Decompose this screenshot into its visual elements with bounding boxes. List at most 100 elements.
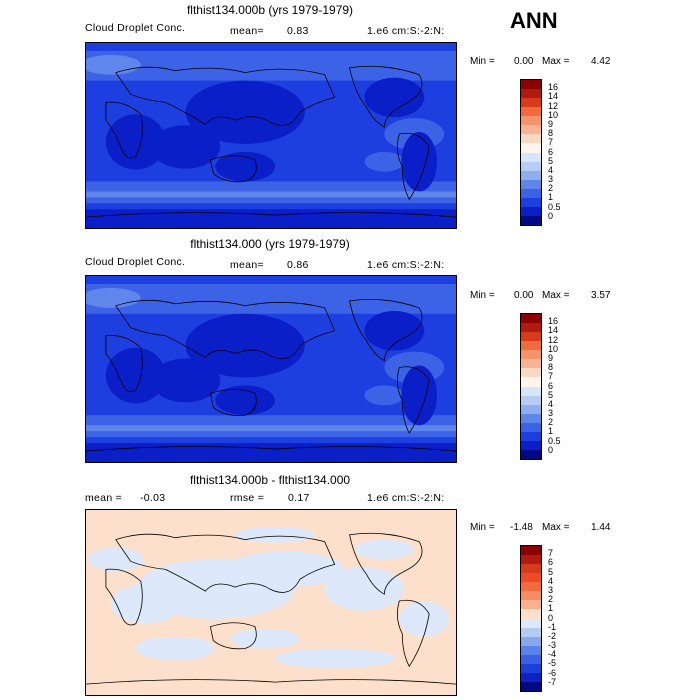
panel-2-max-label: Max =	[542, 290, 570, 301]
colorbar-segment	[521, 197, 541, 207]
colorbar-segment	[521, 627, 541, 637]
colorbar-segment	[521, 600, 541, 610]
panel-3-title: flthist134.000b - flthist134.000	[189, 473, 351, 487]
panel-1-mean-label: mean=	[230, 25, 264, 37]
panel-2-mean-label: mean=	[230, 259, 264, 271]
colorbar-segment	[521, 591, 541, 601]
colorbar-tick-label: -6	[548, 667, 557, 678]
colorbar-tick-label: 4	[548, 164, 554, 175]
panel-1-title: flthist134.000b (yrs 1979-1979)	[186, 3, 354, 17]
colorbar-tick-label: 14	[548, 325, 559, 336]
colorbar-segment	[521, 386, 541, 396]
panel-1-units: 1.e6 cm:S:-2:N:	[367, 25, 445, 37]
panel-3-min-label: Min =	[470, 522, 495, 533]
colorbar-tick-label: 12	[548, 100, 559, 111]
colorbar-tick-label: 14	[548, 91, 559, 102]
colorbar-tick-label: -7	[548, 676, 557, 687]
panel-3-rmse-value: 0.17	[288, 492, 310, 504]
panel-3-units: 1.e6 cm:S:-2:N:	[367, 492, 445, 504]
colorbar-tick-label: 0	[548, 612, 554, 623]
colorbar-tick-label: 8	[548, 362, 554, 373]
panel-3-mean-label: mean =	[85, 492, 123, 504]
colorbar-segment	[521, 609, 541, 619]
colorbar-tick-label: 8	[548, 128, 554, 139]
colorbar-segment	[521, 555, 541, 565]
colorbar-tick-label: 2	[548, 183, 554, 194]
panel-1-max-value: 4.42	[591, 56, 611, 67]
colorbar-segment	[521, 125, 541, 135]
colorbar-tick-label: 4	[548, 398, 554, 409]
colorbar-tick-label: 3	[548, 408, 554, 419]
colorbar-segment	[521, 107, 541, 117]
colorbar-segment	[521, 359, 541, 369]
colorbar-segment	[521, 341, 541, 351]
panel-1-colorbar	[520, 79, 542, 226]
colorbar-segment	[521, 573, 541, 583]
colorbar-tick-label: 3	[548, 174, 554, 185]
colorbar-tick-label: 2	[548, 594, 554, 605]
colorbar-segment	[521, 618, 541, 628]
colorbar-segment	[521, 179, 541, 189]
colorbar-tick-label: 16	[548, 316, 559, 327]
panel-2-colorbar-labels: 16 14 12 10 9 8 7 6 5 4 3 2 1 0.5 0	[548, 313, 588, 460]
colorbar-tick-label: 1	[548, 192, 554, 203]
colorbar-tick-label: 7	[548, 371, 554, 382]
colorbar-segment	[521, 314, 541, 324]
colorbar-segment	[521, 161, 541, 171]
colorbar-segment	[521, 215, 541, 225]
panel-3-rmse-label: rmse =	[230, 492, 265, 504]
colorbar-segment	[521, 98, 541, 108]
colorbar-tick-label: 9	[548, 118, 554, 129]
colorbar-tick-label: -5	[548, 658, 557, 669]
colorbar-tick-label: 6	[548, 380, 554, 391]
panel-3-max-label: Max =	[542, 522, 570, 533]
colorbar-tick-label: 1	[548, 426, 554, 437]
panel-2-title: flthist134.000 (yrs 1979-1979)	[190, 237, 350, 251]
colorbar-tick-label: 7	[548, 137, 554, 148]
colorbar-tick-label: 5	[548, 155, 554, 166]
colorbar-tick-label: 9	[548, 352, 554, 363]
panel-2-min-value: 0.00	[514, 290, 534, 301]
colorbar-segment	[521, 636, 541, 646]
colorbar-segment	[521, 377, 541, 387]
colorbar-segment	[521, 449, 541, 459]
colorbar-segment	[521, 323, 541, 333]
colorbar-segment	[521, 170, 541, 180]
colorbar-segment	[521, 654, 541, 664]
colorbar-tick-label: -2	[548, 630, 557, 641]
panel-1-field-name: Cloud Droplet Conc.	[85, 22, 186, 34]
colorbar-segment	[521, 350, 541, 360]
colorbar-tick-label: -1	[548, 621, 557, 632]
colorbar-tick-label: 10	[548, 109, 559, 120]
colorbar-segment	[521, 395, 541, 405]
colorbar-segment	[521, 564, 541, 574]
colorbar-tick-label: 0.5	[548, 201, 561, 212]
colorbar-tick-label: 12	[548, 334, 559, 345]
colorbar-segment	[521, 431, 541, 441]
colorbar-tick-label: 16	[548, 82, 559, 93]
colorbar-tick-label: 0	[548, 444, 554, 455]
colorbar-tick-label: 4	[548, 575, 554, 586]
panel-3-colorbar	[520, 545, 542, 692]
colorbar-tick-label: 0	[548, 210, 554, 221]
colorbar-segment	[521, 188, 541, 198]
colorbar-tick-label: 10	[548, 343, 559, 354]
season-label: ANN	[510, 8, 558, 33]
colorbar-segment	[521, 332, 541, 342]
colorbar-tick-label: 6	[548, 557, 554, 568]
panel-2-map	[85, 275, 457, 463]
colorbar-segment	[521, 645, 541, 655]
colorbar-segment	[521, 143, 541, 153]
panel-2-units: 1.e6 cm:S:-2:N:	[367, 259, 445, 271]
panel-3-mean-value: -0.03	[140, 492, 166, 504]
colorbar-segment	[521, 206, 541, 216]
colorbar-tick-label: 3	[548, 584, 554, 595]
colorbar-tick-label: 0.5	[548, 435, 561, 446]
colorbar-segment	[521, 89, 541, 99]
colorbar-segment	[521, 663, 541, 673]
panel-3-colorbar-labels: 7 6 5 4 3 2 1 0 -1 -2 -3 -4 -5 -6 -7	[548, 545, 588, 692]
colorbar-segment	[521, 672, 541, 682]
colorbar-segment	[521, 413, 541, 423]
colorbar-segment	[521, 134, 541, 144]
colorbar-tick-label: 1	[548, 603, 554, 614]
